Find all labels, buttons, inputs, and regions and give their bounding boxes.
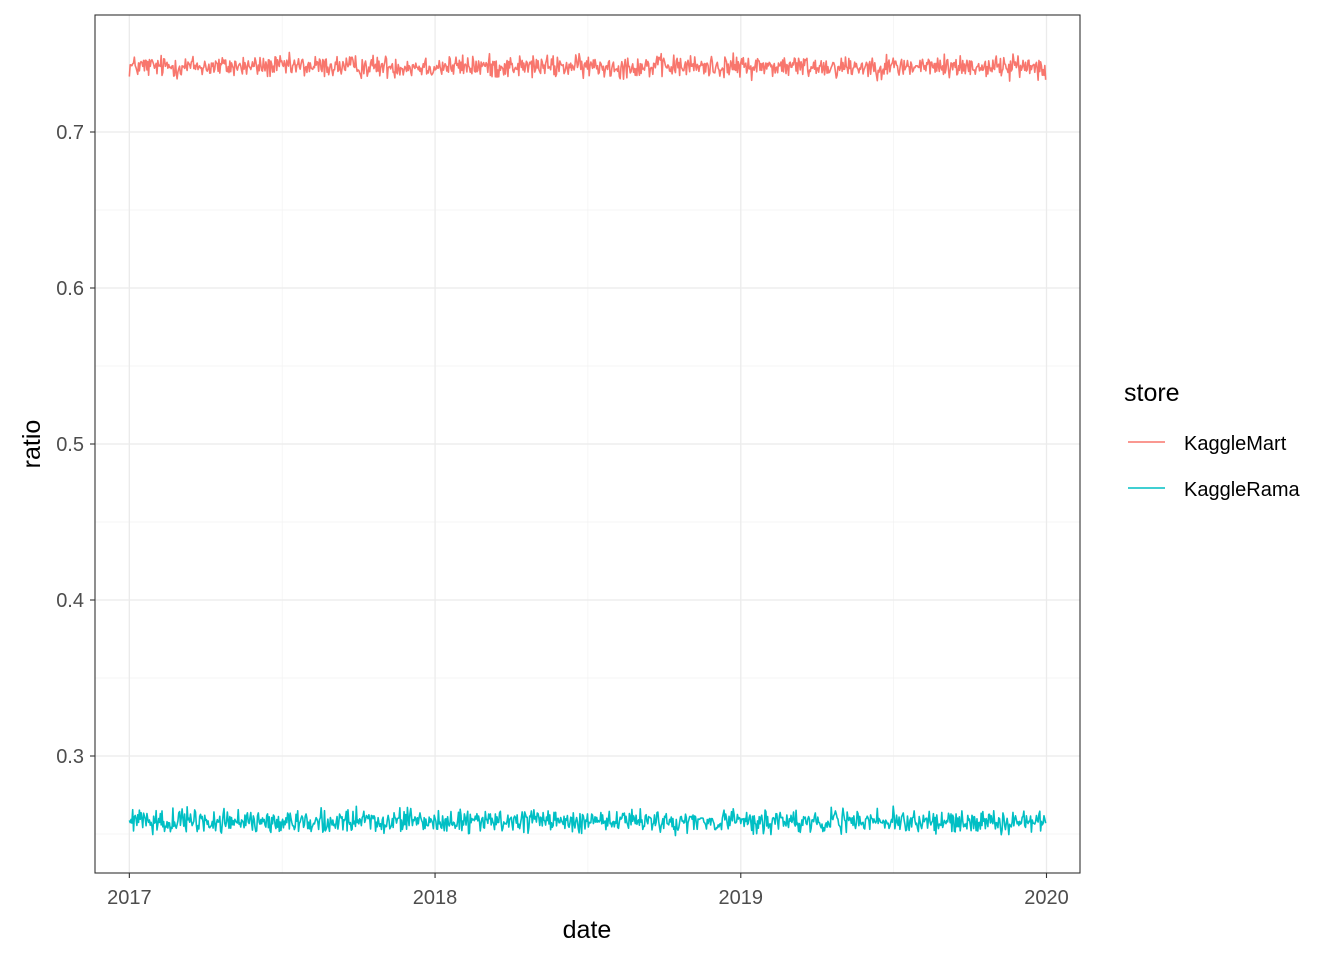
major-gridlines (95, 15, 1080, 873)
series-layer (128, 51, 1047, 837)
x-axis-title: date (563, 916, 612, 944)
legend-items: KaggleMart KaggleRama (1128, 433, 1301, 501)
y-tick-label: 0.6 (56, 278, 84, 300)
legend-label-kagglemart: KaggleMart (1184, 433, 1287, 455)
legend-label-kagglerama: KaggleRama (1184, 479, 1301, 501)
y-tick-label: 0.5 (56, 434, 84, 456)
x-axis-ticks: 2017 2018 2019 2020 (107, 873, 1069, 909)
legend: store KaggleMart KaggleRama (1124, 379, 1301, 501)
y-tick-label: 0.3 (56, 746, 84, 768)
x-tick-label: 2017 (107, 887, 152, 909)
y-tick-label: 0.7 (56, 122, 84, 144)
y-axis-ticks: 0.3 0.4 0.5 0.6 0.7 (56, 122, 95, 768)
x-tick-label: 2019 (719, 887, 764, 909)
x-tick-label: 2018 (413, 887, 458, 909)
legend-title: store (1124, 379, 1180, 407)
x-tick-label: 2020 (1024, 887, 1069, 909)
series-line-kagglemart (128, 51, 1047, 82)
y-tick-label: 0.4 (56, 590, 84, 612)
y-axis-title: ratio (18, 420, 46, 469)
series-line-kagglerama (128, 805, 1047, 837)
